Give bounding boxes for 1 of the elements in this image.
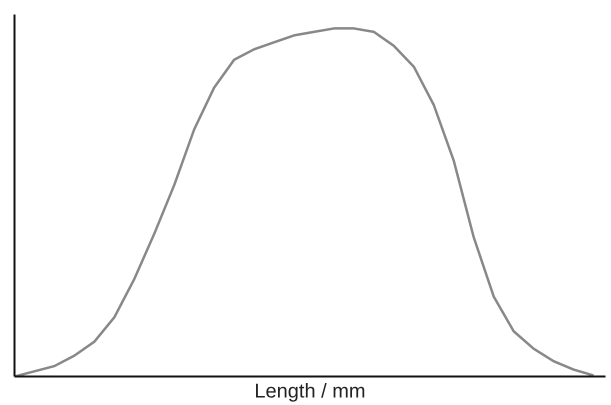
x-axis-title: Length / mm — [254, 380, 366, 402]
